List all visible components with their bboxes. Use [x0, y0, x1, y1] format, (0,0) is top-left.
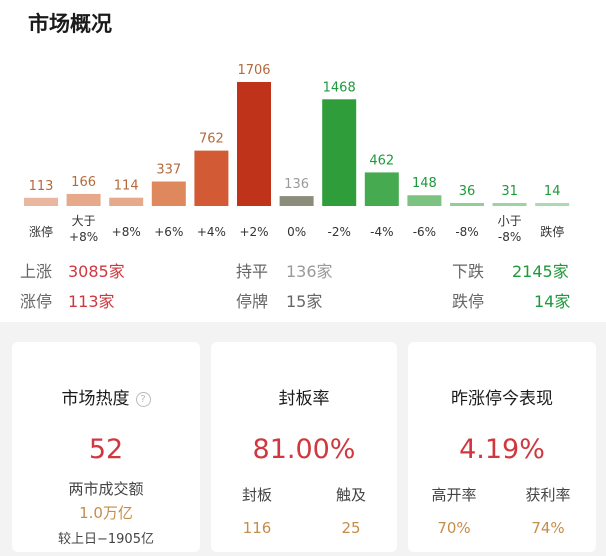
high-open-label: 高开率 [431, 486, 477, 504]
yesterday-limit-up-title: 昨涨停今表现 [451, 389, 553, 409]
bar-0 [24, 197, 58, 206]
bar-value-label-3: 337 [156, 163, 181, 178]
market-heat-card[interactable]: 市场热度? 52 两市成交额 1.0万亿 较上日−1905亿 [12, 342, 200, 552]
bar-value-label-12: 14 [544, 184, 561, 199]
bar-1 [66, 193, 101, 206]
bar-11 [492, 203, 527, 206]
category-label-6: 0% [287, 225, 306, 239]
category-label-4: +4% [197, 225, 226, 239]
flat-label: 持平 [236, 262, 269, 281]
category-label-7: -2% [328, 225, 351, 239]
bar-9 [407, 195, 442, 206]
limit-up-value: 113家 [68, 292, 115, 311]
halt-label: 停牌 [236, 292, 269, 311]
sealed-label: 封板 [241, 486, 272, 504]
market-heat-value: 52 [88, 434, 124, 465]
turnover-change: 较上日−1905亿 [58, 532, 154, 547]
market-distribution-chart: 113 涨停 166 大于 +8% 114 +8% 337 +6% 762 +4% 1706 +2% 13… [24, 63, 570, 244]
bar-value-label-0: 113 [29, 179, 54, 194]
summary-panel: 市场热度? 52 两市成交额 1.0万亿 较上日−1905亿 封板率 81.00… [0, 322, 606, 556]
touched-value: 25 [341, 519, 361, 537]
category-label-11-1: -8% [498, 230, 521, 244]
high-open-value: 70% [437, 519, 471, 537]
category-label-1-0: 大于 [72, 214, 96, 228]
sealed-column: 封板 116 [217, 484, 297, 537]
bar-value-label-6: 136 [284, 177, 309, 192]
high-open-column: 高开率 70% [414, 484, 494, 537]
bar-6 [279, 196, 314, 206]
seal-rate-value: 81.00% [252, 434, 356, 465]
bar-value-label-5: 1706 [237, 63, 270, 78]
seal-rate-title: 封板率 [278, 389, 330, 409]
sealed-value: 116 [242, 519, 272, 537]
bar-8 [364, 172, 399, 206]
touched-label: 触及 [335, 486, 366, 504]
touched-column: 触及 25 [311, 484, 391, 537]
bar-12 [535, 203, 570, 206]
category-label-11-0: 小于 [498, 214, 522, 228]
halt-value: 15家 [286, 292, 323, 311]
bar-4 [194, 150, 229, 206]
yesterday-limit-up-value: 4.19% [459, 434, 545, 465]
limit-down-label: 跌停 [452, 292, 485, 311]
category-label-3: +6% [154, 225, 183, 239]
category-label-1-1: +8% [69, 230, 98, 244]
page-title: 市场概况 [28, 12, 112, 36]
bar-value-label-7: 1468 [323, 80, 356, 95]
bar-10 [450, 203, 484, 206]
bar-7 [322, 99, 357, 206]
market-stats: 上涨 3085家 持平 136家 下跌 2145家 涨停 113家 停牌 15家… [0, 256, 606, 316]
category-label-9: -6% [413, 225, 436, 239]
bar-value-label-2: 114 [114, 179, 139, 194]
turnover-value: 1.0万亿 [79, 504, 133, 522]
turnover-label: 两市成交额 [68, 480, 144, 498]
profit-column: 获利率 74% [508, 484, 588, 537]
down-value: 2145家 [512, 262, 569, 281]
seal-rate-card[interactable]: 封板率 81.00% 封板 116 触及 25 [211, 342, 397, 552]
up-label: 上涨 [20, 262, 53, 281]
down-label: 下跌 [452, 262, 485, 281]
help-icon[interactable]: ? [135, 391, 151, 407]
up-value: 3085家 [68, 262, 125, 281]
bar-value-label-9: 148 [412, 176, 437, 191]
limit-down-value: 14家 [534, 292, 571, 311]
market-heat-title: 市场热度? [12, 384, 200, 409]
category-label-2: +8% [112, 225, 141, 239]
yesterday-limit-up-card[interactable]: 昨涨停今表现 4.19% 高开率 70% 获利率 74% [408, 342, 596, 552]
bar-value-label-4: 762 [199, 132, 224, 147]
bar-value-label-8: 462 [369, 153, 394, 168]
category-label-0: 涨停 [29, 224, 53, 239]
bar-2 [109, 197, 144, 206]
profit-label: 获利率 [525, 486, 571, 504]
profit-value: 74% [531, 519, 565, 537]
flat-value: 136家 [286, 262, 333, 281]
bar-value-label-10: 36 [459, 184, 476, 199]
category-label-5: +2% [239, 225, 268, 239]
bar-value-label-1: 166 [71, 175, 96, 190]
bar-3 [151, 181, 186, 206]
category-label-10: -8% [455, 225, 478, 239]
limit-up-label: 涨停 [20, 292, 53, 311]
bar-5 [237, 82, 271, 206]
bar-value-label-11: 31 [501, 184, 518, 199]
category-label-12: 跌停 [540, 224, 564, 239]
category-label-8: -4% [370, 225, 393, 239]
